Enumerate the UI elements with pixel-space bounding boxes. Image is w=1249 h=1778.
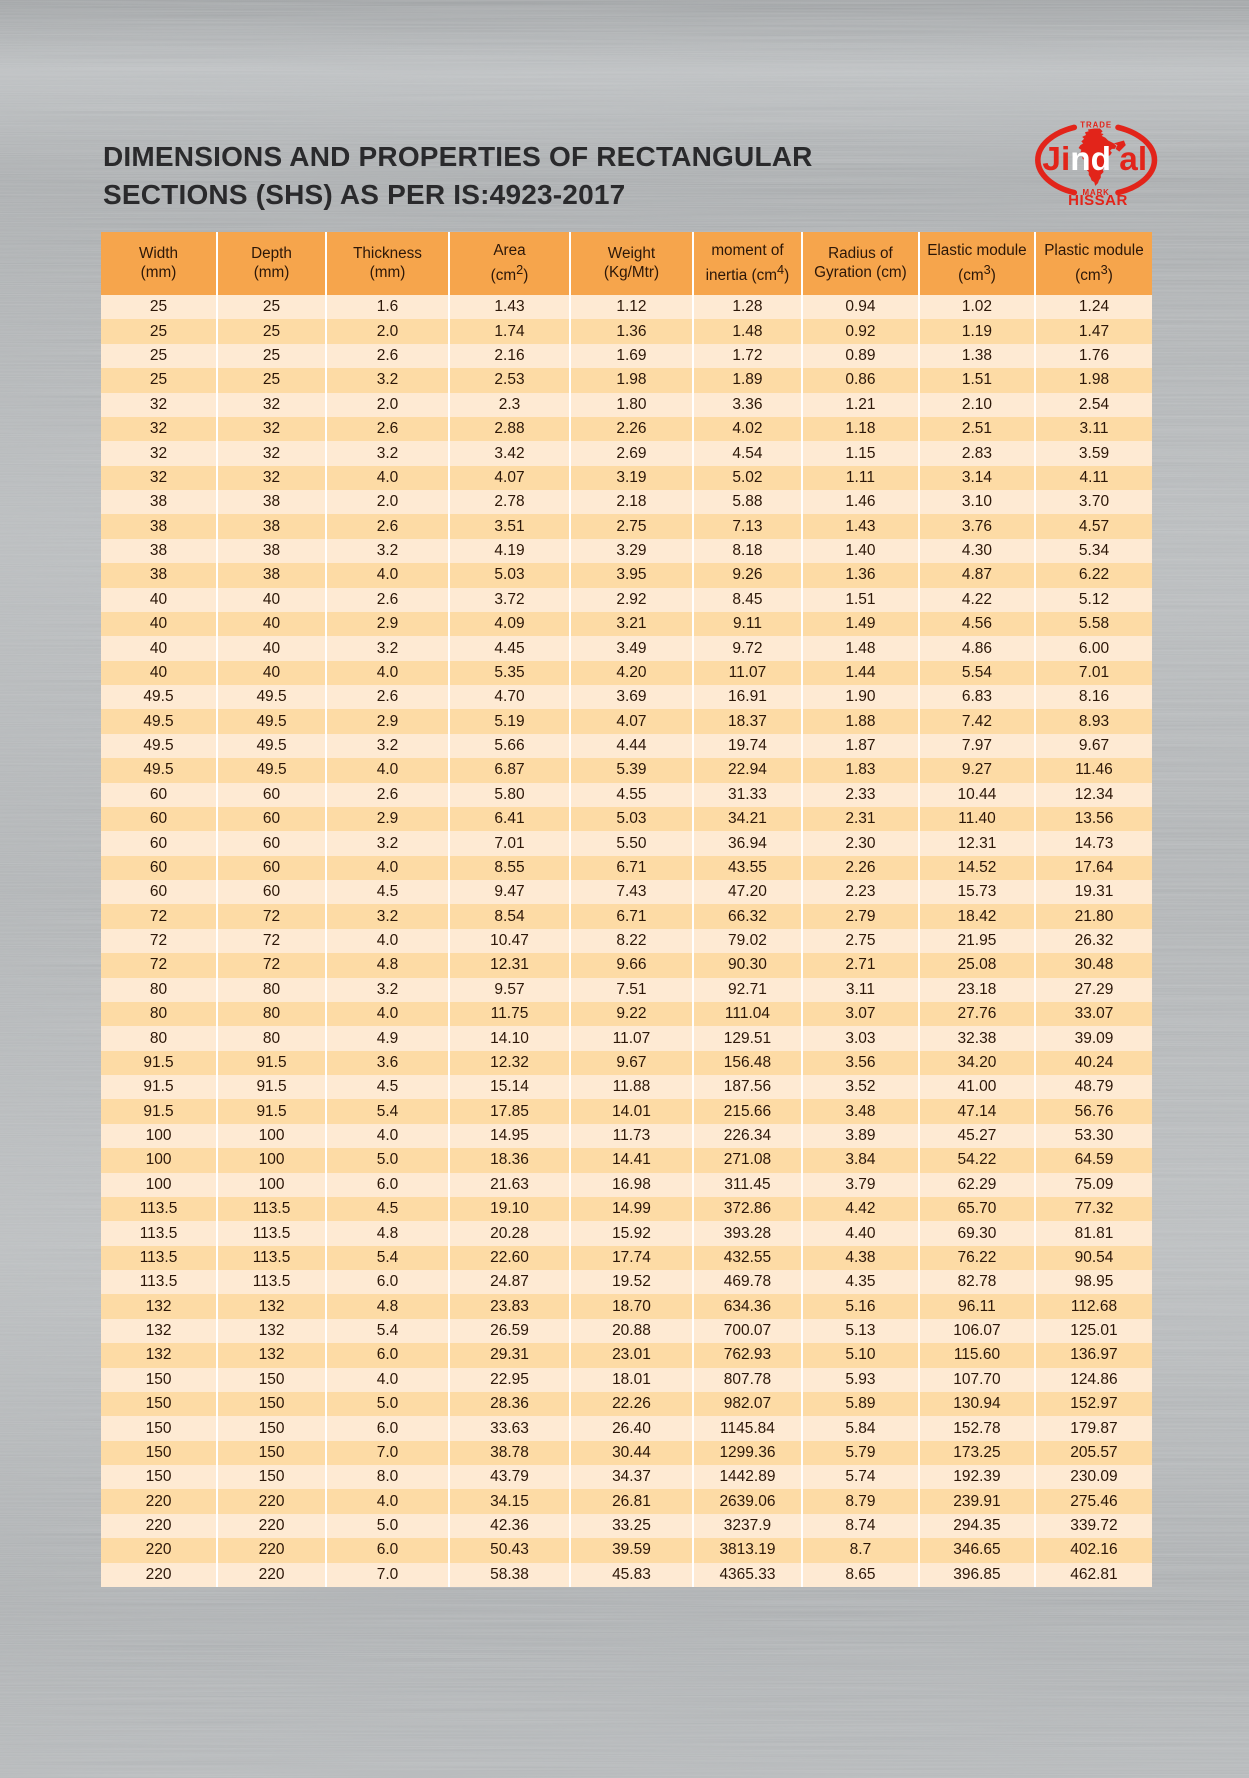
svg-text:TRADE: TRADE <box>1080 121 1112 130</box>
svg-text:nd: nd <box>1070 141 1111 178</box>
svg-text:Ji: Ji <box>1042 141 1070 178</box>
svg-text:al: al <box>1119 141 1147 178</box>
